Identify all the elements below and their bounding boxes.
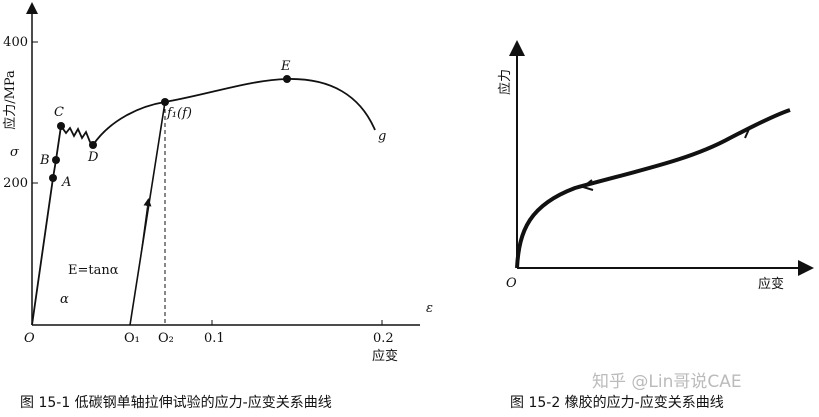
y-tick-label: 400 xyxy=(3,35,28,50)
y-symbol: σ xyxy=(10,145,20,160)
point-label: f₁(f) xyxy=(166,106,192,121)
point-label: D xyxy=(87,150,99,165)
stress-strain-curve xyxy=(31,78,376,326)
x-label: 应变 xyxy=(758,276,784,292)
rubber-curve xyxy=(515,108,791,269)
annotation: E=tanα xyxy=(68,263,119,278)
x-tick-label: 0.1 xyxy=(204,331,225,346)
point-label: E xyxy=(280,59,291,74)
point-label: C xyxy=(54,105,64,120)
x-tick-label: O₁ xyxy=(124,331,140,346)
y-tick-label: 200 xyxy=(3,176,28,191)
y-label: 应力 xyxy=(497,69,513,95)
caption: 图 15-1 低碳钢单轴拉伸试验的应力-应变关系曲线 xyxy=(20,394,332,411)
arrow xyxy=(739,126,752,139)
point-label: g xyxy=(378,129,386,144)
x-tick-label: 0.2 xyxy=(373,331,394,346)
arrow xyxy=(580,179,594,191)
figure-2: 应力 O 应变 图 15-2 橡胶的应力-应变关系曲线 xyxy=(497,40,814,411)
x-symbol: ε xyxy=(426,301,433,316)
x-tick-label: O xyxy=(24,331,35,346)
caption: 图 15-2 橡胶的应力-应变关系曲线 xyxy=(510,394,724,411)
watermark: 知乎 @Lin哥说CAE xyxy=(592,372,742,392)
unload-line xyxy=(129,101,166,326)
annotation: α xyxy=(60,292,69,307)
figure-1: 400 200 应力/MPa σ ε 应变 O O₁ O₂ 0.1 0.2 A … xyxy=(2,2,433,411)
x-label: 应变 xyxy=(372,348,398,364)
arrow xyxy=(139,198,152,262)
point-label: A xyxy=(61,175,71,190)
origin-label: O xyxy=(506,276,517,291)
point-label: B xyxy=(39,153,50,168)
y-label: 应力/MPa xyxy=(2,70,18,130)
points xyxy=(49,75,291,182)
x-tick-label: O₂ xyxy=(158,331,174,346)
